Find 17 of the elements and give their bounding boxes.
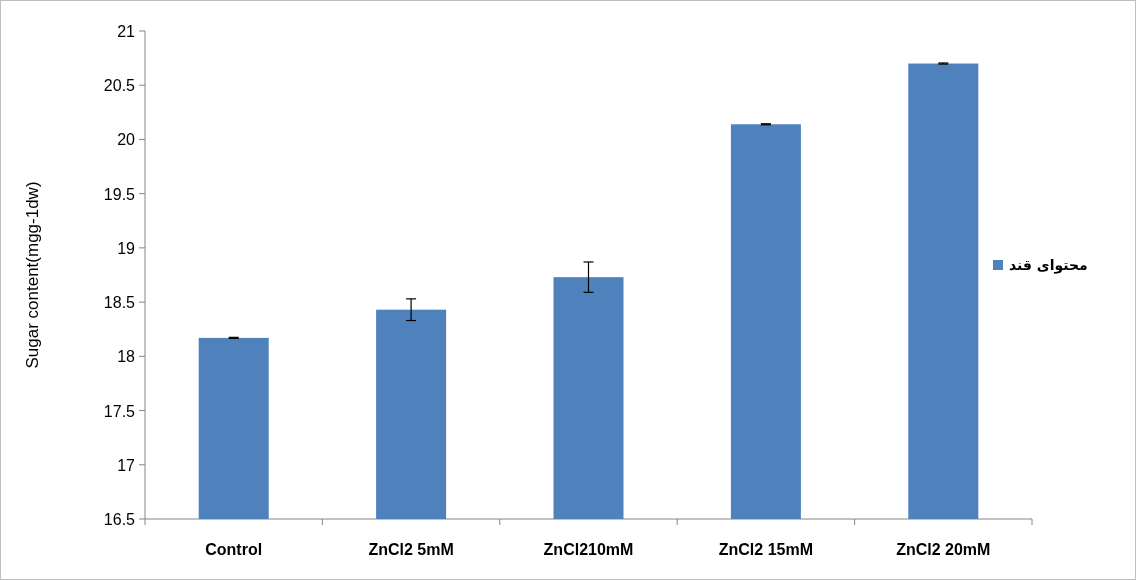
x-tick-label: ZnCl2 5mM (368, 541, 454, 558)
y-axis-title: Sugar content(mgg-1dw) (23, 181, 42, 369)
y-tick-label: 18.5 (103, 294, 136, 312)
y-tick-label: 20 (117, 131, 136, 149)
x-tick-label: ZnCl2 20mM (896, 541, 991, 558)
x-tick-label: Control (205, 541, 263, 558)
x-tick-label: ZnCl2 15mM (718, 541, 814, 558)
y-tick-label: 19.5 (103, 185, 136, 203)
y-tick-label: 17 (117, 456, 136, 474)
y-tick-label: 18 (117, 348, 136, 366)
y-tick-label: 21 (117, 23, 136, 40)
y-tick-label: 19 (117, 239, 136, 257)
legend-label: محتوای قند (1009, 257, 1088, 274)
x-tick-label: ZnCl210mM (543, 541, 634, 558)
y-tick-label: 20.5 (103, 77, 136, 95)
y-tick-label: 17.5 (103, 402, 136, 420)
y-tick-label: 16.5 (103, 511, 136, 528)
